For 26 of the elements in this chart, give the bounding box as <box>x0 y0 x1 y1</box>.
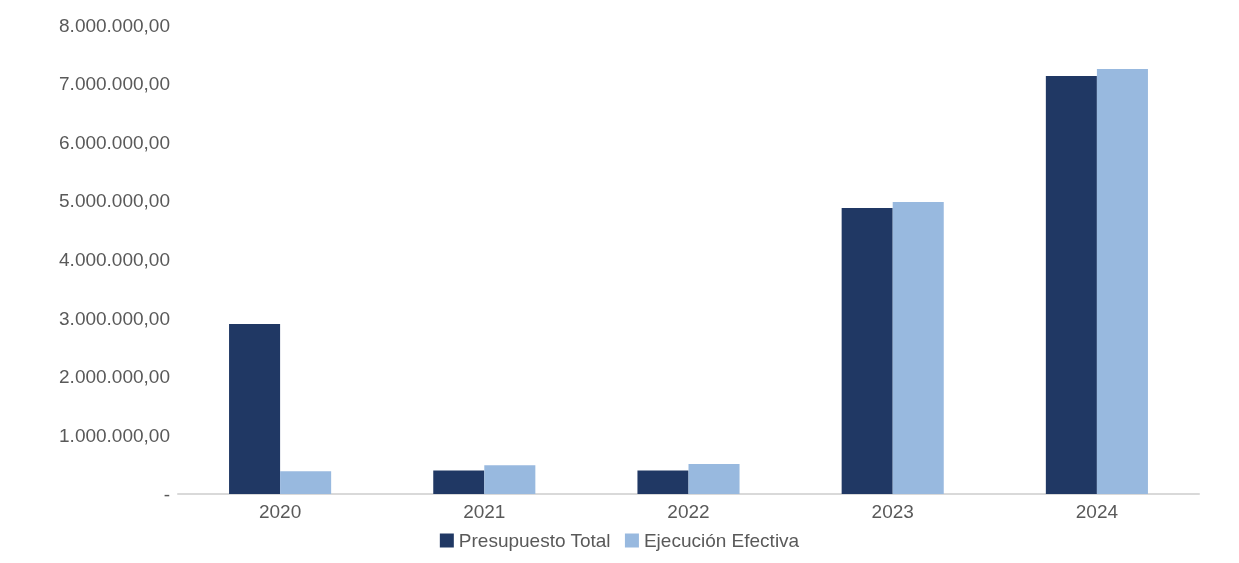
y-tick-label: 8.000.000,00 <box>59 14 170 36</box>
x-tick-label: 2020 <box>258 501 302 522</box>
legend-label: Presupuesto Total <box>458 530 611 551</box>
y-tick-label: 1.000.000,00 <box>59 424 170 446</box>
bar <box>229 323 281 494</box>
x-tick-label: 2024 <box>1075 501 1119 522</box>
y-tick-label: 7.000.000,00 <box>59 73 170 95</box>
bar <box>433 470 485 494</box>
y-tick-label: - <box>163 483 170 505</box>
bar <box>1096 68 1148 494</box>
bar <box>637 470 689 494</box>
bar <box>892 202 944 494</box>
bar <box>484 465 536 494</box>
y-tick-label: 6.000.000,00 <box>59 131 170 153</box>
bar <box>688 464 740 494</box>
x-tick-label: 2022 <box>667 501 710 522</box>
y-tick-label: 4.000.000,00 <box>59 249 170 270</box>
bar <box>1045 76 1097 494</box>
y-tick-label: 2.000.000,00 <box>59 366 170 388</box>
y-tick-label: 3.000.000,00 <box>59 307 170 329</box>
x-tick-label: 2023 <box>871 501 914 522</box>
bar <box>280 471 332 494</box>
legend-label: Ejecución Efectiva <box>643 530 800 551</box>
x-tick-label: 2021 <box>463 501 506 522</box>
y-tick-label: 5.000.000,00 <box>59 190 170 212</box>
bar <box>841 207 893 494</box>
